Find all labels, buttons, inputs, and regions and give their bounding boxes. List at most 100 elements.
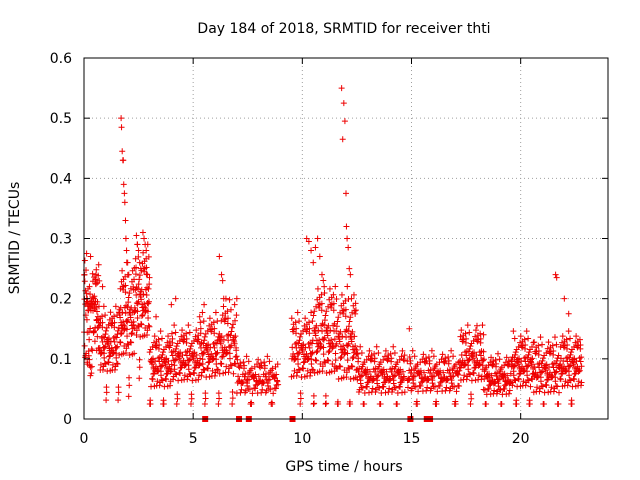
data-point: [506, 387, 513, 394]
data-point: [330, 300, 337, 307]
data-point: [578, 354, 585, 361]
data-point: [575, 378, 582, 385]
data-point: [480, 356, 487, 363]
data-point: [391, 349, 398, 356]
data-point: [127, 338, 134, 345]
data-point: [556, 389, 563, 396]
data-point: [483, 400, 490, 407]
data-point: [120, 181, 127, 188]
data-point: [200, 350, 207, 357]
data-point: [106, 353, 113, 360]
data-point: [158, 354, 165, 361]
data-point: [465, 366, 472, 373]
data-point: [181, 372, 188, 379]
data-point: [99, 283, 106, 290]
data-point: [136, 356, 143, 363]
data-point: [344, 235, 351, 242]
data-point: [302, 344, 309, 351]
data-point: [312, 357, 319, 363]
data-point: [513, 400, 520, 407]
data-point: [462, 330, 469, 337]
data-point: [227, 306, 234, 313]
data-point: [512, 349, 519, 356]
data-point: [318, 300, 325, 307]
data-point: [124, 333, 131, 340]
data-point: [349, 355, 356, 362]
y-tick-label: 0.6: [50, 51, 72, 67]
data-point: [143, 247, 150, 254]
data-point: [538, 369, 545, 376]
data-point: [114, 343, 121, 350]
data-point: [297, 395, 304, 402]
data-point: [559, 333, 566, 340]
data-point: [124, 259, 131, 266]
data-point: [289, 344, 296, 351]
data-point: [186, 329, 193, 336]
data-point: [215, 400, 222, 407]
data-point: [338, 291, 345, 298]
data-point: [525, 362, 532, 369]
data-point: [290, 351, 297, 358]
data-point: [124, 303, 131, 310]
data-point: [342, 297, 349, 304]
data-point: [552, 378, 559, 385]
data-point: [160, 400, 167, 407]
data-point: [544, 345, 551, 352]
data-point: [115, 397, 122, 404]
data-point: [524, 363, 531, 370]
data-point: [158, 363, 165, 370]
data-point: [197, 319, 204, 326]
data-point: [492, 357, 499, 364]
data-point: [526, 349, 533, 356]
data-point: [87, 291, 94, 298]
data-point: [373, 343, 380, 350]
data-point: [236, 364, 243, 371]
data-point: [355, 355, 362, 362]
data-point: [86, 283, 93, 290]
data-point: [191, 370, 198, 377]
data-point: [332, 350, 339, 357]
data-point: [178, 333, 185, 340]
data-point: [358, 349, 365, 356]
data-point: [462, 361, 469, 368]
data-point: [553, 368, 560, 375]
data-point: [461, 372, 468, 379]
data-point: [150, 339, 157, 346]
data-point: [81, 342, 88, 349]
data-point: [144, 271, 151, 278]
data-point: [261, 359, 268, 366]
data-point: [417, 383, 424, 390]
data-point: [558, 371, 565, 378]
data-point: [372, 369, 379, 376]
data-point: [165, 358, 172, 365]
data-point: [228, 342, 235, 349]
data-point: [213, 360, 220, 367]
data-point: [493, 373, 500, 380]
data-point: [495, 383, 502, 390]
data-point: [202, 395, 209, 402]
data-point: [386, 385, 393, 392]
data-point: [510, 363, 517, 370]
data-point: [218, 271, 225, 278]
data-point: [89, 270, 96, 277]
data-point: [475, 372, 482, 379]
data-point: [107, 309, 114, 316]
data-point: [117, 331, 124, 338]
data-point: [140, 291, 147, 298]
data-point: [197, 325, 204, 332]
data-point: [87, 253, 94, 260]
data-point: [297, 390, 304, 397]
data-point: [144, 327, 151, 334]
data-point: [407, 370, 414, 377]
data-point: [156, 341, 163, 348]
data-point: [211, 372, 218, 379]
data-point: [343, 190, 349, 197]
data-point: [182, 361, 189, 368]
data-point: [288, 315, 295, 322]
data-point: [103, 327, 110, 334]
data-point: [299, 365, 306, 372]
data-point: [224, 315, 231, 322]
data-point: [359, 384, 366, 391]
data-point: [564, 382, 571, 389]
data-point: [321, 358, 328, 365]
